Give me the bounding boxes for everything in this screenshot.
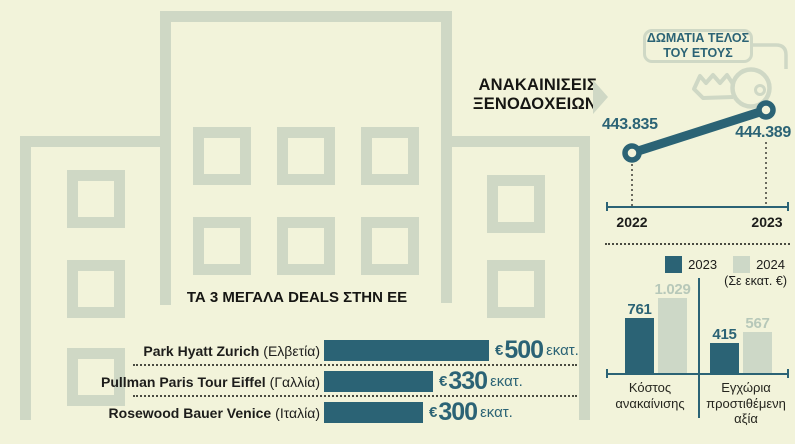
building-window (193, 127, 251, 185)
axis-tick (787, 202, 789, 211)
deal-country: (Ιταλία) (275, 404, 320, 421)
category-label-added-value: Εγχώρια προστιθέμενη αξία (706, 380, 786, 427)
data-point-2022 (622, 143, 642, 163)
bar-group-added-value: 415 567 (710, 315, 772, 374)
legend-swatch-2023 (665, 256, 683, 273)
line-value-2023: 444.389 (735, 124, 791, 141)
bar-2024: 1.029 (654, 281, 691, 374)
line-value-2022: 443.835 (602, 116, 658, 133)
building-wall (20, 136, 31, 420)
data-point-2023 (756, 100, 776, 120)
deal-value: €330 εκατ. (439, 367, 523, 396)
deal-row: Pullman Paris Tour Eiffel (Γαλλία) €330 ε… (0, 367, 795, 395)
legend-swatch-2024 (733, 256, 751, 273)
page-title: ΑΝΑΚΑΙΝΙΣΕΙΣ ΞΕΝΟΔΟΧΕΙΩΝ (473, 76, 597, 113)
year-label-2023: 2023 (751, 214, 783, 230)
key-bow (730, 67, 772, 109)
key-hub (754, 84, 766, 96)
deal-label: Rosewood Bauer Venice (Ιταλία) (109, 402, 320, 423)
building-window (193, 217, 251, 275)
deal-bar (324, 402, 423, 423)
building-window (361, 217, 419, 275)
building-wall (452, 136, 590, 147)
building-wall (160, 11, 452, 22)
building-wall (20, 136, 160, 147)
line-chart-axis (607, 206, 789, 208)
deal-unit: εκατ. (480, 404, 513, 421)
deal-value: €500 εκατ. (495, 336, 579, 365)
building-window (67, 170, 125, 228)
bar-group-renovation-cost: 761 1.029 (625, 281, 691, 374)
section-separator (605, 243, 790, 245)
deal-unit: εκατ. (490, 373, 523, 390)
deal-separator (133, 364, 577, 366)
deal-amount: 330 (448, 367, 488, 395)
building-window (487, 175, 545, 233)
deal-country: (Γαλλία) (269, 373, 320, 390)
building-window (277, 127, 335, 185)
deal-hotel-name: Rosewood Bauer Venice (108, 404, 272, 421)
rooms-tag-line2: ΤΟΥ ΕΤΟΥΣ (663, 46, 733, 60)
bar-2023: 415 (710, 326, 739, 374)
bar-value-label: 1.029 (654, 281, 691, 298)
bar-value-label: 567 (745, 315, 770, 332)
deal-hotel-name: Park Hyatt Zurich (143, 342, 260, 359)
legend-label-2023: 2023 (688, 257, 718, 272)
deal-unit: εκατ. (546, 342, 579, 359)
deal-country: (Ελβετία) (263, 342, 320, 359)
deal-row: Park Hyatt Zurich (Ελβετία) €500 εκατ. (0, 336, 795, 364)
bar-2023: 761 (625, 301, 654, 374)
building-wall (579, 136, 590, 420)
building-window (361, 127, 419, 185)
deal-amount: 500 (504, 336, 544, 364)
trend-line (630, 105, 768, 158)
deal-row: Rosewood Bauer Venice (Ιταλία) €300 εκατ. (0, 398, 795, 426)
page-title-line2: ΞΕΝΟΔΟΧΕΙΩΝ (472, 94, 597, 113)
legend: 2023 2024 (665, 256, 785, 273)
euro-sign: € (429, 404, 438, 421)
deal-bar (324, 371, 433, 392)
building-window (67, 348, 125, 406)
bar-value-label: 761 (627, 301, 652, 318)
building-wall (441, 11, 452, 303)
legend-label-2024: 2024 (756, 257, 785, 272)
euro-sign: € (439, 373, 448, 390)
key-shaft (692, 73, 735, 100)
rooms-tag: ΔΩΜΑΤΙΑ ΤΕΛΟΣ ΤΟΥ ΕΤΟΥΣ (643, 29, 753, 63)
line-chart (622, 100, 776, 206)
bar-chart-divider (698, 278, 700, 418)
deal-label: Pullman Paris Tour Eiffel (Γαλλία) (101, 371, 320, 392)
unit-note: (Σε εκατ. €) (724, 274, 787, 288)
deals-title: ΤΑ 3 ΜΕΓΑΛΑ DEALS ΣΤΗΝ ΕΕ (186, 289, 408, 306)
bar-chart-axis (607, 373, 789, 375)
bar-2024: 567 (743, 315, 772, 374)
page-title-line1: ΑΝΑΚΑΙΝΙΣΕΙΣ (478, 76, 597, 94)
axis-tick (787, 369, 789, 378)
deal-separator (133, 395, 577, 397)
deal-value: €300 εκατ. (429, 398, 513, 427)
deal-amount: 300 (438, 398, 478, 426)
deal-label: Park Hyatt Zurich (Ελβετία) (143, 340, 320, 361)
arrow-right-icon (593, 80, 608, 114)
key-connector-line (753, 43, 788, 69)
building-wall (160, 11, 171, 305)
euro-sign: € (495, 342, 504, 359)
year-label-2022: 2022 (616, 214, 648, 230)
deal-bar (324, 340, 489, 361)
deal-hotel-name: Pullman Paris Tour Eiffel (100, 373, 266, 390)
building-window (277, 217, 335, 275)
bar-value-label: 415 (712, 326, 737, 343)
building-window (487, 260, 545, 318)
axis-tick (606, 202, 608, 211)
category-label-renovation-cost: Κόστος ανακαίνισης (615, 380, 685, 411)
rooms-tag-line1: ΔΩΜΑΤΙΑ ΤΕΛΟΣ (646, 31, 750, 45)
key-icon (692, 43, 788, 109)
axis-tick (606, 369, 608, 378)
building-window (67, 260, 125, 318)
